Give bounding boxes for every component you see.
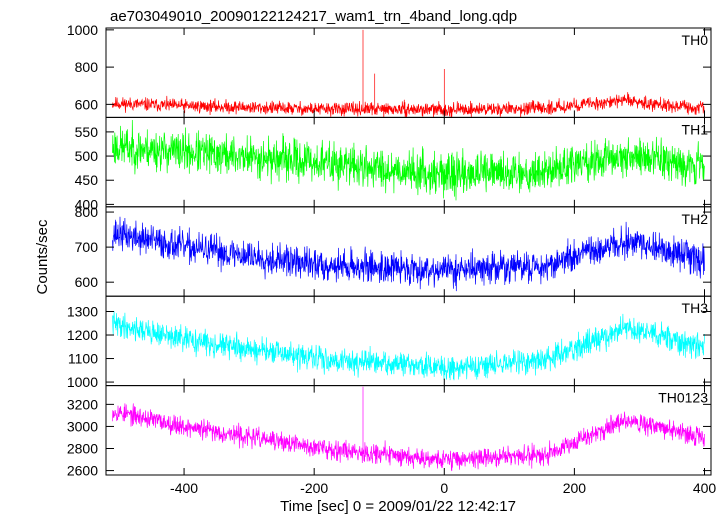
panel-label-th1: TH1: [682, 121, 709, 137]
y-tick-label: 800: [75, 59, 99, 75]
series-line-th0: [112, 29, 705, 118]
y-tick-label: 500: [75, 148, 99, 164]
y-tick-label: 3000: [67, 418, 98, 434]
chart-title: ae703049010_20090122124217_wam1_trn_4ban…: [110, 8, 517, 25]
series-line-th0123: [112, 386, 705, 472]
panel-stack: 600 800 1000 TH0 400 450 500 550 TH1 600 700 800 TH2…: [67, 22, 717, 496]
panel-th0: 600 800 1000 TH0: [67, 22, 712, 118]
y-tick-label: 3200: [67, 396, 98, 412]
y-tick-label: 600: [75, 274, 99, 290]
x-tick-label: 0: [440, 480, 448, 496]
y-tick-label: 400: [75, 196, 99, 212]
panel-label-th0123: TH0123: [658, 390, 708, 406]
panel-label-th0: TH0: [682, 32, 709, 48]
panel-label-th3: TH3: [682, 300, 709, 316]
x-axis-label: Time [sec] 0 = 2009/01/22 12:42:17: [280, 498, 516, 515]
panel-th2: 600 700 800 TH2: [75, 204, 712, 297]
y-tick-label: 800: [75, 204, 99, 220]
panel-th1: 400 450 500 550 TH1: [75, 116, 712, 212]
x-tick-label: 400: [693, 480, 717, 496]
y-tick-label: 1300: [67, 303, 98, 319]
panel-frame: [105, 385, 712, 476]
y-axis-label: Counts/sec: [34, 219, 51, 295]
y-tick-label: 700: [75, 239, 99, 255]
y-tick-label: 2600: [67, 463, 98, 479]
x-tick-label: -200: [300, 480, 328, 496]
x-tick-label: 200: [563, 480, 587, 496]
y-tick-label: 1200: [67, 327, 98, 343]
panel-th0123: 2600 2800 3000 3200 TH0123: [67, 385, 712, 479]
y-tick-label: 450: [75, 172, 99, 188]
y-tick-label: 550: [75, 124, 99, 140]
y-tick-label: 600: [75, 96, 99, 112]
panel-label-th2: TH2: [682, 211, 709, 227]
y-tick-label: 1000: [67, 374, 98, 390]
series-line-th2: [112, 216, 705, 292]
series-line-th1: [112, 119, 705, 201]
y-tick-label: 1000: [67, 22, 98, 38]
panel-frame: [105, 206, 712, 297]
y-tick-label: 1100: [68, 351, 98, 367]
panel-th3: 1000 1100 1200 1300 TH3: [67, 295, 712, 390]
series-line-th3: [112, 310, 705, 381]
x-tick-label: -400: [170, 480, 198, 496]
y-tick-label: 2800: [67, 441, 98, 457]
